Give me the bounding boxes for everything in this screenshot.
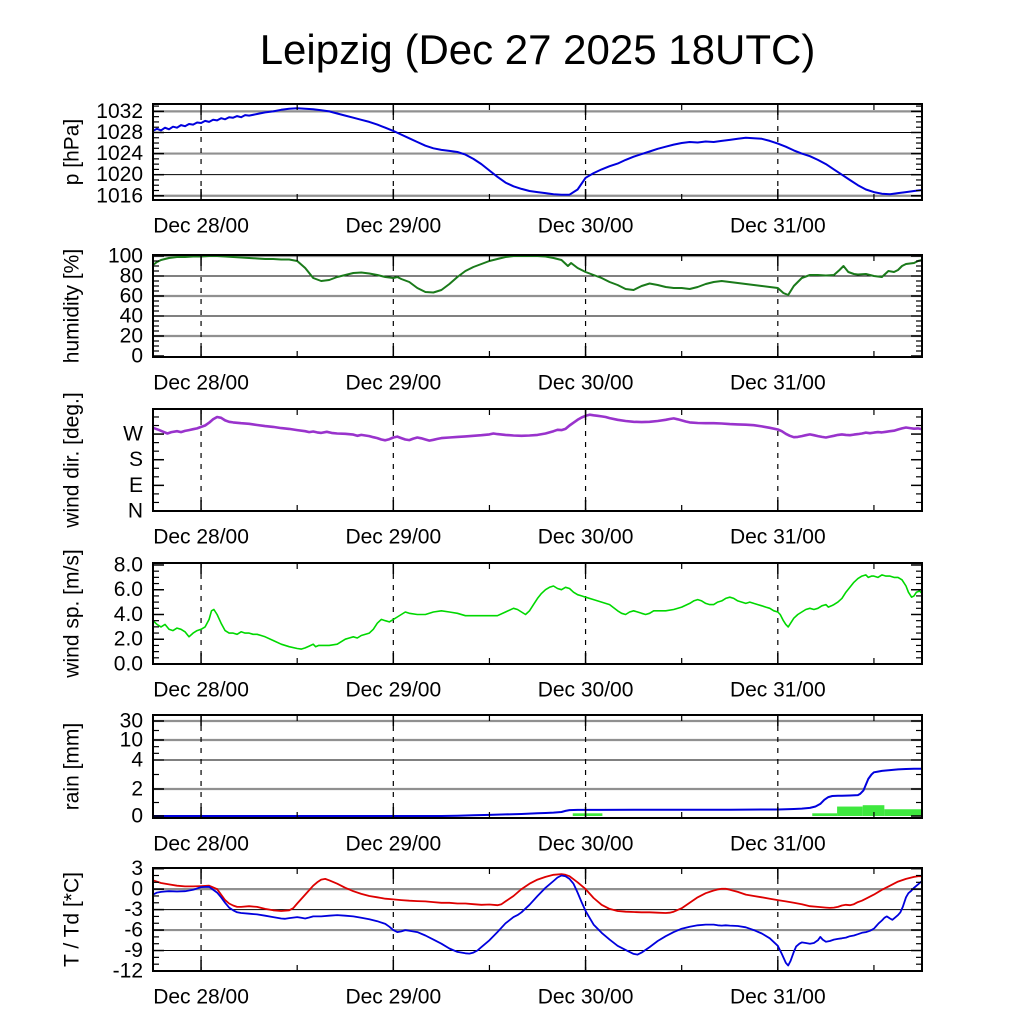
- panel-wind_speed: 8.06.04.02.00.0 Dec 28/00 Dec 29/00 Dec 30/…: [61, 549, 923, 702]
- xtick-label: Dec 29/00: [345, 833, 441, 856]
- xtick-label: Dec 30/00: [538, 986, 634, 1009]
- ytick-label-pressure: 1028: [96, 121, 143, 144]
- xtick-label: Dec 29/00: [345, 526, 441, 549]
- ytick-label-humidity: 40: [120, 305, 143, 328]
- ytick-label-temperature: -6: [124, 919, 143, 942]
- pressure-line: [152, 107, 923, 196]
- xtick-label: Dec 29/00: [345, 372, 441, 395]
- ytick-label-humidity: 20: [120, 325, 143, 348]
- ytick-label-pressure: 1024: [96, 142, 143, 165]
- ytick-label-pressure: 1032: [96, 100, 143, 123]
- rain_amount_bars: [862, 805, 885, 816]
- xtick-label: Dec 29/00: [345, 679, 441, 702]
- ylabel-temperature: T / Td [*C]: [61, 872, 84, 967]
- ytick-label-wind_direction: E: [129, 474, 143, 497]
- ytick-label-humidity: 100: [108, 245, 143, 268]
- ytick-label-wind_speed: 4.0: [114, 603, 143, 626]
- xtick-label: Dec 28/00: [153, 372, 249, 395]
- xtick-label: Dec 31/00: [730, 986, 826, 1009]
- ytick-label-humidity: 0: [131, 345, 143, 368]
- temperature-line: [152, 873, 922, 914]
- ytick-label-pressure: 1020: [96, 163, 143, 186]
- xtick-label: Dec 30/00: [538, 215, 634, 238]
- ytick-label-temperature: -9: [124, 939, 143, 962]
- ytick-label-temperature: 3: [131, 857, 143, 880]
- rain_amount_bars: [812, 813, 838, 816]
- dewpoint-line: [152, 874, 923, 967]
- xtick-label: Dec 28/00: [153, 526, 249, 549]
- xtick-label: Dec 31/00: [730, 372, 826, 395]
- xtick-label: Dec 29/00: [345, 215, 441, 238]
- ytick-label-wind_speed: 0.0: [114, 653, 143, 676]
- xtick-label: Dec 31/00: [730, 679, 826, 702]
- ytick-label-wind_speed: 2.0: [114, 628, 143, 651]
- ylabel-wind_direction: wind dir. [deg.]: [61, 392, 84, 528]
- ytick-label-wind_direction: W: [123, 423, 143, 446]
- panel-temperature: 30-3-6-9-12 Dec 28/00 Dec 29/00 Dec 30/00 De…: [61, 857, 923, 1009]
- xtick-label: Dec 29/00: [345, 986, 441, 1009]
- wind_speed-line: [152, 574, 923, 650]
- ytick-label-rain: 0: [131, 805, 143, 828]
- ytick-label-wind_speed: 8.0: [114, 553, 143, 576]
- ytick-label-wind_direction: N: [128, 500, 143, 523]
- xtick-label: Dec 31/00: [730, 215, 826, 238]
- rain_amount_bars: [837, 806, 863, 816]
- ytick-label-temperature: -3: [124, 898, 143, 921]
- ytick-label-humidity: 60: [120, 285, 143, 308]
- ylabel-pressure: p [hPa]: [61, 119, 84, 186]
- ytick-label-rain: 2: [131, 778, 143, 801]
- ylabel-wind_speed: wind sp. [m/s]: [61, 549, 84, 678]
- rain_amount_bars: [884, 809, 922, 816]
- ytick-label-wind_direction: S: [129, 448, 143, 471]
- xtick-label: Dec 30/00: [538, 372, 634, 395]
- ytick-label-pressure: 1016: [96, 184, 143, 207]
- xtick-label: Dec 28/00: [153, 986, 249, 1009]
- chart-title: Leipzig (Dec 27 2025 18UTC): [259, 26, 816, 73]
- rain_accumulated-line: [153, 767, 922, 817]
- ytick-label-rain: 30: [120, 710, 143, 733]
- xtick-label: Dec 28/00: [153, 679, 249, 702]
- ylabel-rain: rain [mm]: [61, 723, 84, 811]
- xtick-label: Dec 31/00: [730, 526, 826, 549]
- rain_amount_bars: [572, 813, 603, 816]
- xtick-label: Dec 31/00: [730, 833, 826, 856]
- ylabel-humidity: humidity [%]: [61, 249, 84, 363]
- xtick-label: Dec 28/00: [153, 833, 249, 856]
- ytick-label-rain: 10: [120, 729, 143, 752]
- xtick-label: Dec 28/00: [153, 215, 249, 238]
- xtick-label: Dec 30/00: [538, 833, 634, 856]
- wind_direction-line: [152, 413, 923, 442]
- ytick-label-humidity: 80: [120, 265, 143, 288]
- ytick-label-temperature: 0: [131, 878, 143, 901]
- ytick-label-wind_speed: 6.0: [114, 578, 143, 601]
- ytick-label-temperature: -12: [113, 960, 143, 983]
- ytick-label-rain: 4: [131, 749, 143, 772]
- xtick-label: Dec 30/00: [538, 526, 634, 549]
- xtick-label: Dec 30/00: [538, 679, 634, 702]
- humidity-line: [152, 255, 923, 296]
